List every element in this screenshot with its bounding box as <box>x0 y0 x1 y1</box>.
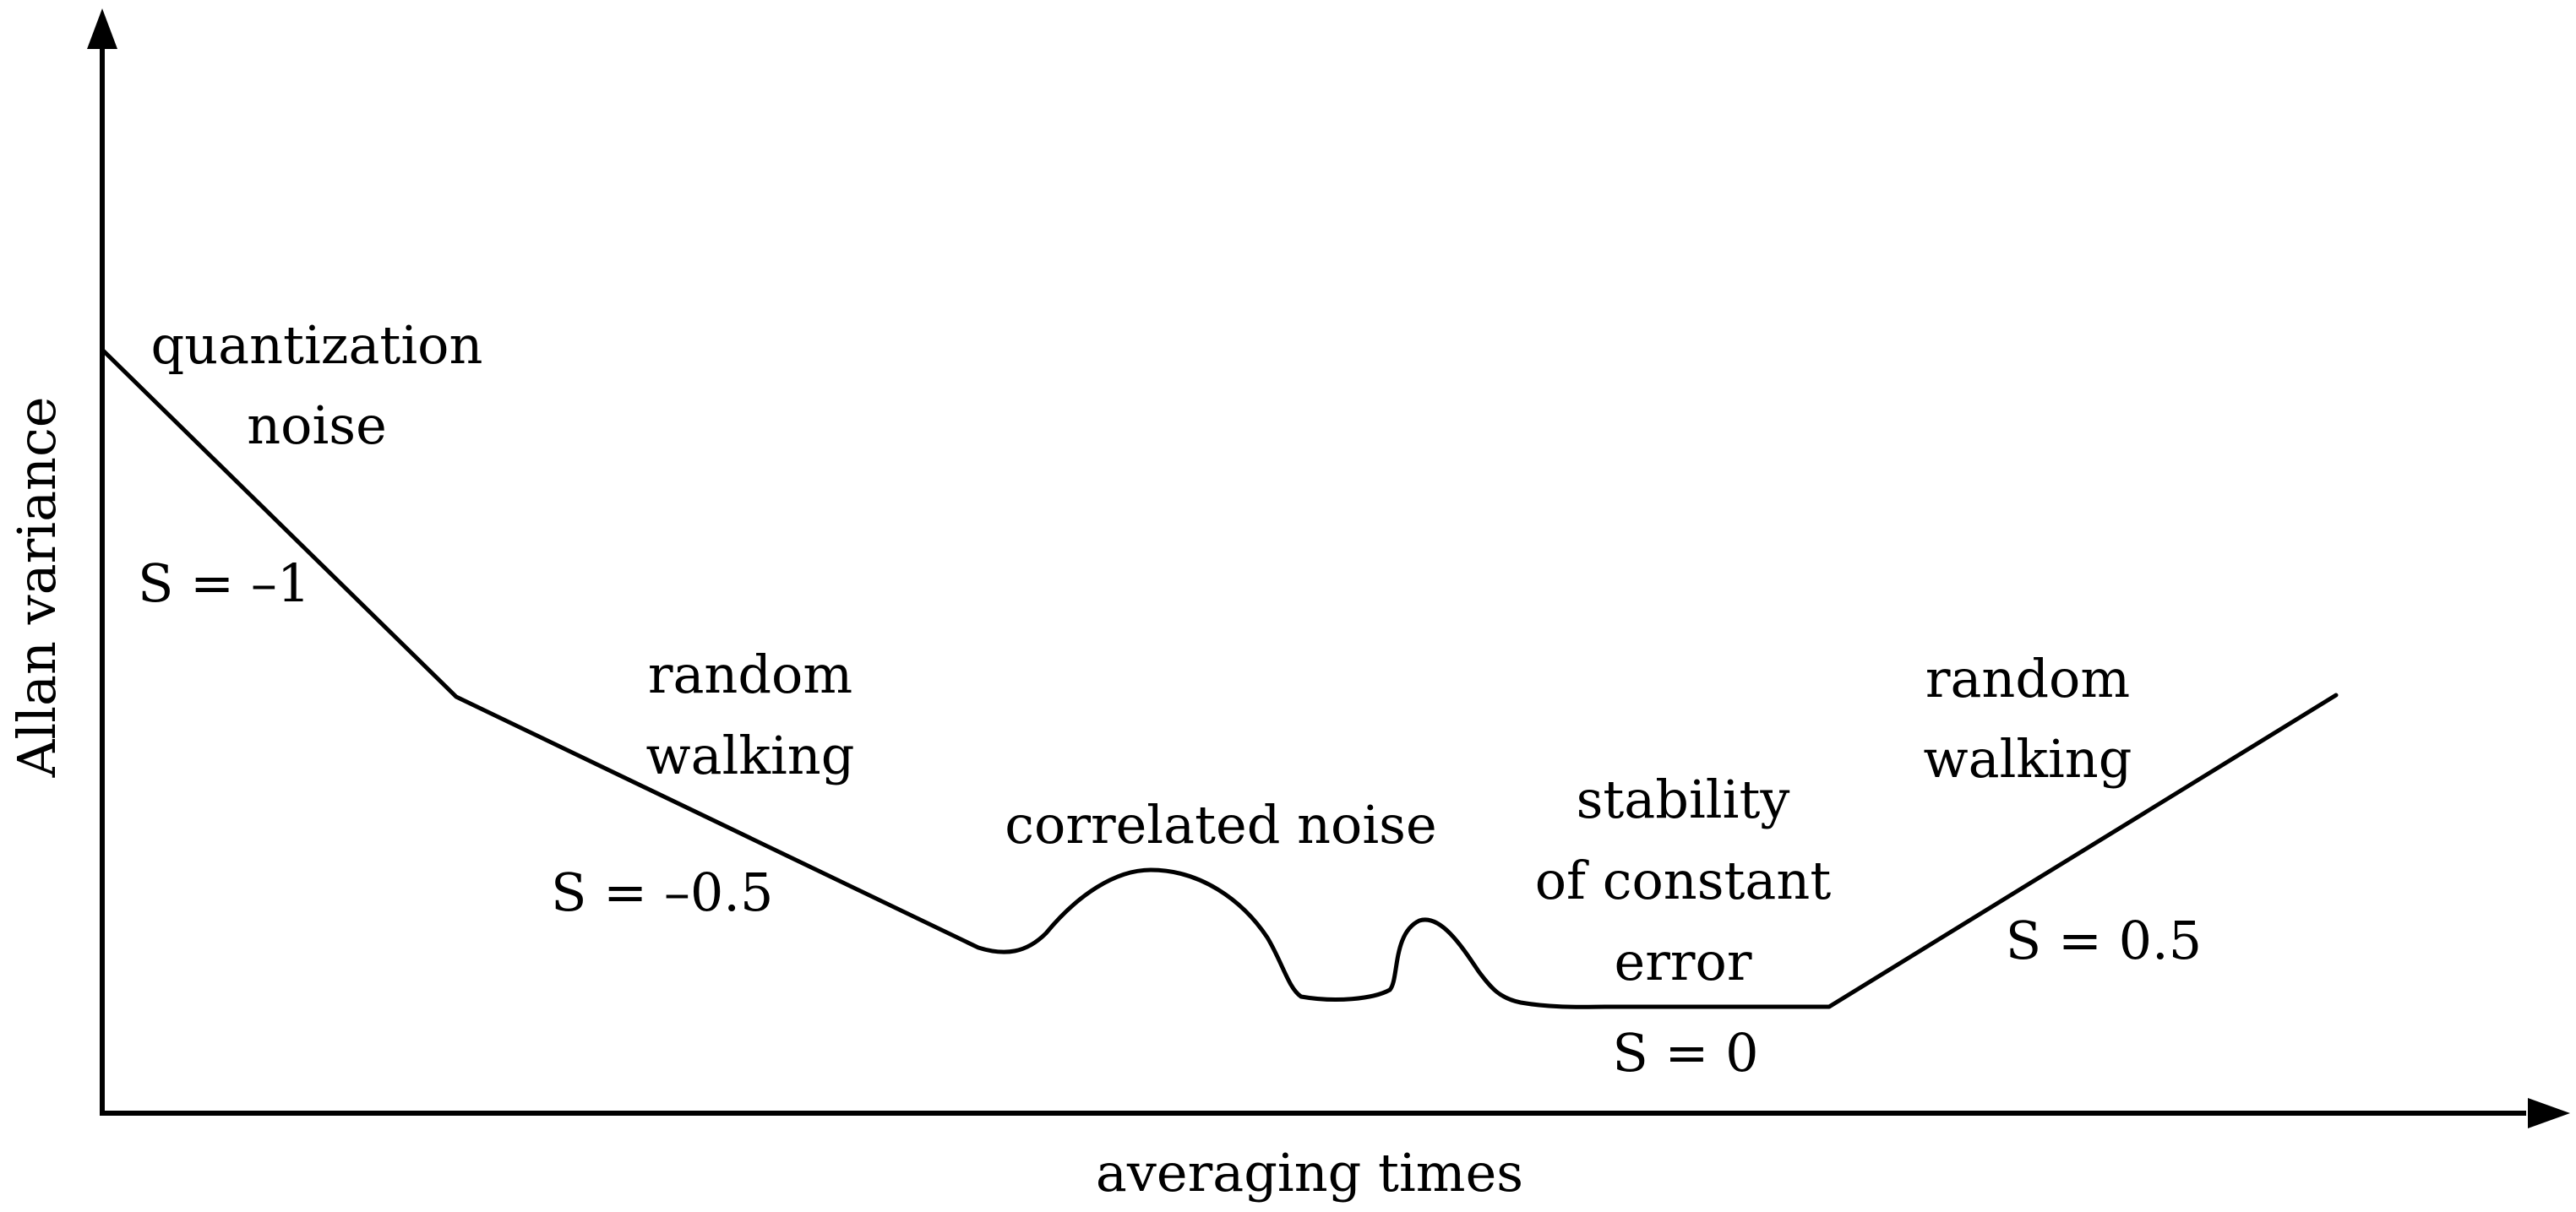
quantization-label-line2: noise <box>247 394 387 456</box>
random-walk-right-label-line2: walking <box>1924 728 2132 790</box>
stability-label-line1: stability <box>1577 769 1790 830</box>
random-walk-left-slope-label: S = –0.5 <box>551 861 773 923</box>
stability-label-line2: of constant <box>1535 850 1832 911</box>
quantization-slope-label: S = –1 <box>138 552 310 614</box>
allan-variance-curve <box>101 348 2339 1009</box>
correlated-noise-label: correlated noise <box>1005 794 1436 856</box>
random-walk-right-slope-label: S = 0.5 <box>2006 910 2202 971</box>
x-axis-label: averaging times <box>1096 1142 1523 1204</box>
quantization-label-line1: quantization <box>151 314 483 376</box>
y-axis-label: Allan variance <box>6 397 68 779</box>
stability-slope-label: S = 0 <box>1612 1022 1758 1084</box>
stability-label-line3: error <box>1615 931 1752 992</box>
random-walk-left-label-line1: random <box>648 644 852 705</box>
y-axis-arrowhead <box>87 8 117 49</box>
random-walk-left-label-line2: walking <box>646 725 855 786</box>
random-walk-right-label-line1: random <box>1925 648 2130 709</box>
x-axis-arrowhead <box>2528 1098 2570 1128</box>
